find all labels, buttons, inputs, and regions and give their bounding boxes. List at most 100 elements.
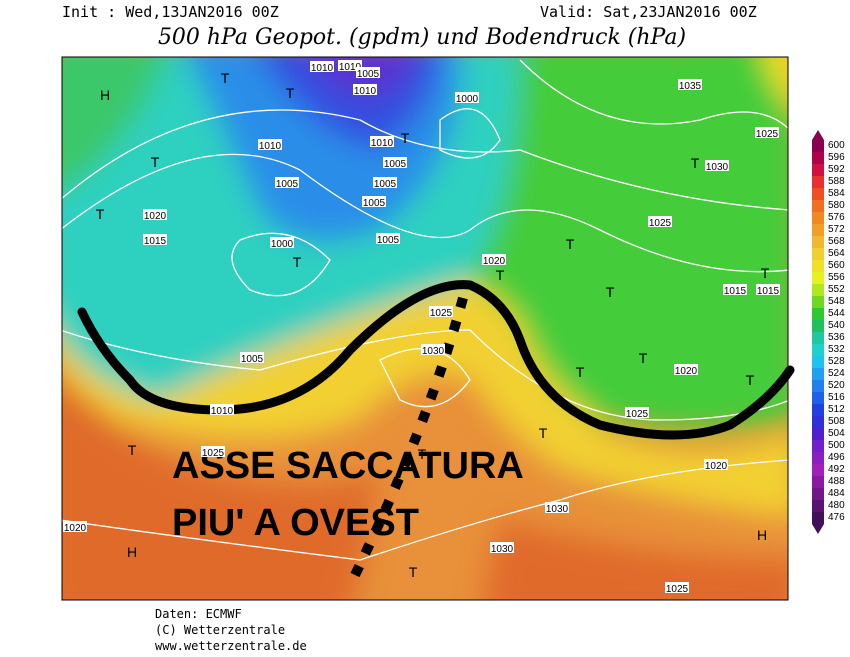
legend-label: 576 [828, 212, 845, 223]
annotation: PIU' A OVEST [172, 502, 419, 544]
legend-swatch [812, 404, 824, 416]
legend-swatch [812, 308, 824, 320]
isobar-label-bg [201, 446, 225, 457]
trough-axis-dotted [350, 296, 468, 578]
isobar-label: 1020 [144, 211, 167, 222]
pressure-center: T [221, 70, 230, 86]
isobar-label-bg [545, 502, 569, 513]
isobar-label: 1030 [491, 544, 514, 555]
isobar-label: 1005 [363, 198, 386, 209]
isobar-label-bg [723, 284, 747, 295]
isobar-label: 1010 [339, 62, 362, 73]
isobar-label: 1025 [666, 584, 689, 595]
legend-swatch [812, 380, 824, 392]
legend-swatch [812, 296, 824, 308]
pressure-center: T [128, 442, 137, 458]
legend-label: 544 [828, 308, 845, 319]
isobar-label-bg [240, 352, 264, 363]
isobar-label-bg [482, 254, 506, 265]
legend-swatch [812, 392, 824, 404]
legend-label: 520 [828, 380, 845, 391]
isobar-label: 1020 [675, 366, 698, 377]
legend-label: 596 [828, 152, 845, 163]
legend-swatch [812, 512, 824, 524]
legend-label: 504 [828, 428, 845, 439]
isobar-label: 1030 [546, 504, 569, 515]
legend-swatch [812, 440, 824, 452]
isobar-label-bg [625, 407, 649, 418]
isobar-label-bg [143, 209, 167, 220]
pressure-center: H [100, 87, 110, 103]
legend-label: 572 [828, 224, 845, 235]
pressure-center: T [401, 130, 410, 146]
legend-swatch [812, 452, 824, 464]
isobar-label: 1005 [384, 159, 407, 170]
legend-label: 492 [828, 464, 845, 475]
isobar-label-bg [210, 404, 234, 415]
legend-label: 552 [828, 284, 845, 295]
isobar-label-bg [755, 127, 779, 138]
legend-label: 496 [828, 452, 845, 463]
legend-label: 536 [828, 332, 845, 343]
legend-swatch [812, 344, 824, 356]
isobar-label-bg [353, 84, 377, 95]
isobar-label: 1010 [354, 86, 377, 97]
legend-swatch [812, 212, 824, 224]
isobar-label-bg [383, 157, 407, 168]
legend-swatch [812, 152, 824, 164]
isobar-label: 1025 [756, 129, 779, 140]
isobar-label: 1005 [241, 354, 264, 365]
footer-line: www.wetterzentrale.de [155, 639, 307, 653]
legend-label: 528 [828, 356, 845, 367]
isobar-label-bg [376, 233, 400, 244]
legend-cap [812, 130, 824, 140]
legend-swatch [812, 488, 824, 500]
isobar-label: 1005 [377, 235, 400, 246]
isobar-label: 1000 [456, 94, 479, 105]
isobar-label: 1025 [626, 409, 649, 420]
legend-swatch [812, 284, 824, 296]
legend-swatch [812, 464, 824, 476]
legend-swatch [812, 476, 824, 488]
isobar-label-bg [356, 67, 380, 78]
map-frame [61, 56, 789, 601]
legend-swatch [812, 368, 824, 380]
pressure-center: T [293, 254, 302, 270]
isobar-label: 1005 [374, 179, 397, 190]
isobar-label: 1015 [144, 236, 167, 247]
pressure-center: T [496, 267, 505, 283]
legend-label: 556 [828, 272, 845, 283]
pressure-center: H [757, 527, 767, 543]
isobar-label: 1005 [357, 69, 380, 80]
isobar-label: 1025 [430, 308, 453, 319]
footer-line: Daten: ECMWF [155, 607, 242, 621]
init-date: Init : Wed,13JAN2016 00Z [62, 3, 279, 21]
pressure-center: T [286, 85, 295, 101]
isobar-label: 1035 [679, 81, 702, 92]
isobar-label: 1020 [705, 461, 728, 472]
legend-swatch [812, 320, 824, 332]
legend-swatch [812, 356, 824, 368]
isobar-label-bg [455, 92, 479, 103]
legend-label: 548 [828, 296, 845, 307]
isobar-label-bg [705, 160, 729, 171]
isobar-label-bg [143, 234, 167, 245]
isobar-label-bg [362, 196, 386, 207]
isobar-label-bg [373, 177, 397, 188]
isobar-label: 1010 [211, 406, 234, 417]
pressure-center: T [761, 265, 770, 281]
legend-swatch [812, 260, 824, 272]
isobar-label: 1020 [483, 256, 506, 267]
legend-label: 564 [828, 248, 845, 259]
pressure-center: T [691, 155, 700, 171]
isobar-label: 1025 [649, 218, 672, 229]
isobar-label-bg [270, 237, 294, 248]
pressure-center: T [746, 372, 755, 388]
trough-axis-line [77, 280, 795, 440]
isobar-label: 1010 [311, 63, 334, 74]
pressure-center: T [418, 446, 427, 462]
isobar-label: 1010 [371, 138, 394, 149]
legend-cap [812, 524, 824, 534]
map-field [62, 57, 788, 600]
